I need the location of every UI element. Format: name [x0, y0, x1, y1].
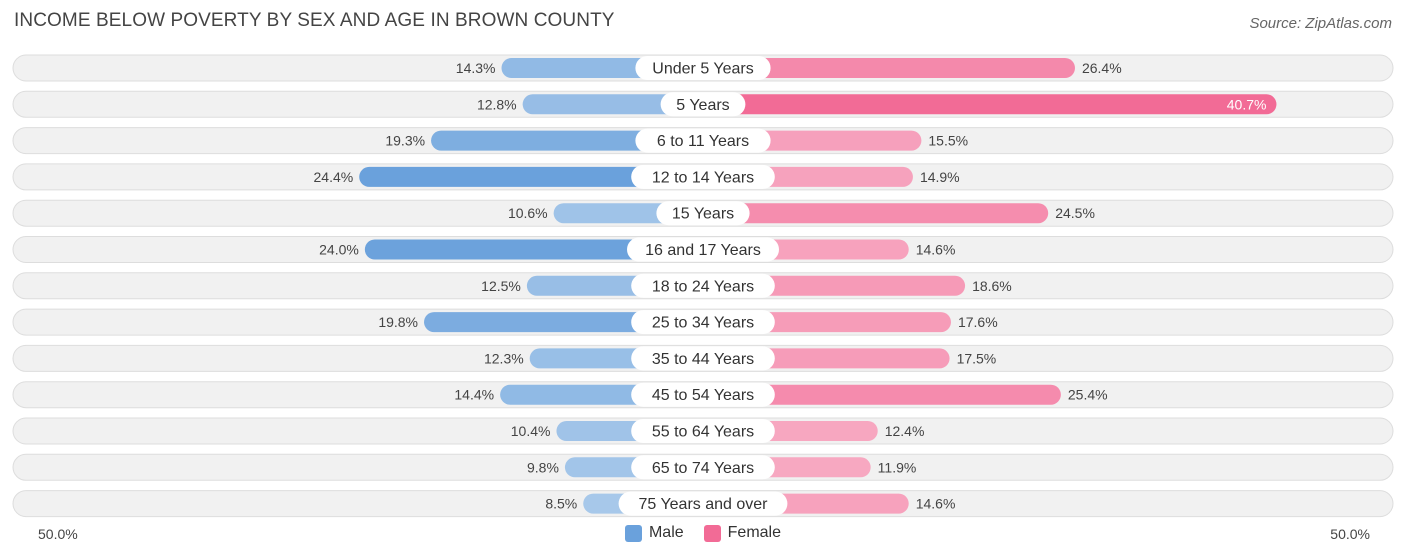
row-45-to-54-years: 14.4% 25.4% 45 to 54 Years — [12, 381, 1394, 409]
male-value-label: 24.0% — [319, 242, 359, 258]
row-75-years-and-over: 8.5% 14.6% 75 Years and over — [12, 490, 1394, 518]
row-55-to-64-years: 10.4% 12.4% 55 to 64 Years — [12, 417, 1394, 445]
category-pill — [631, 164, 775, 189]
category-pill — [631, 273, 775, 298]
axis-right-label: 50.0% — [1330, 526, 1370, 542]
axis-left-label: 50.0% — [38, 526, 78, 542]
female-bar — [703, 384, 1061, 405]
row-12-to-14-years: 24.4% 14.9% 12 to 14 Years — [12, 163, 1394, 191]
chart-source: Source: ZipAtlas.com — [1249, 15, 1392, 32]
legend-item-female[interactable]: Female — [703, 524, 782, 542]
female-bar — [703, 94, 1277, 115]
category-pill — [618, 491, 788, 516]
category-pill — [631, 310, 775, 335]
category-pill — [631, 455, 775, 480]
female-value-label: 14.9% — [920, 169, 960, 185]
male-value-label: 10.6% — [508, 205, 548, 221]
female-bar — [703, 203, 1049, 224]
category-label: 75 Years and over — [639, 496, 769, 513]
category-pill — [635, 56, 771, 80]
legend-label-female: Female — [727, 524, 782, 541]
row-25-to-34-years: 19.8% 17.6% 25 to 34 Years — [12, 308, 1394, 336]
category-pill — [631, 382, 775, 407]
female-bar — [703, 58, 1075, 78]
category-pill — [631, 346, 775, 371]
category-pill — [660, 92, 746, 117]
category-label: 45 to 54 Years — [652, 387, 754, 404]
category-label: 35 to 44 Years — [652, 351, 754, 368]
row-5-years: 12.8% 40.7% 5 Years — [12, 90, 1394, 118]
female-value-label: 15.5% — [928, 133, 968, 149]
male-bar — [364, 239, 703, 260]
row-6-to-11-years: 19.3% 15.5% 6 to 11 Years — [12, 127, 1394, 155]
category-label: 12 to 14 Years — [652, 169, 754, 186]
row-18-to-24-years: 12.5% 18.6% 18 to 24 Years — [12, 272, 1394, 300]
category-pill — [627, 237, 779, 262]
poverty-chart: 14.3% 26.4% Under 5 Years 12.8% 40.7% 5 Years… — [12, 54, 1394, 518]
female-value-label: 17.5% — [957, 350, 997, 366]
male-value-label: 19.8% — [378, 314, 418, 330]
row-under-5-years: 14.3% 26.4% Under 5 Years — [12, 54, 1394, 82]
legend-swatch-female — [703, 524, 721, 542]
male-bar — [359, 166, 703, 187]
female-value-label: 14.6% — [916, 496, 956, 512]
female-value-label: 24.5% — [1055, 205, 1095, 221]
row-65-to-74-years: 9.8% 11.9% 65 to 74 Years — [12, 453, 1394, 481]
male-value-label: 8.5% — [545, 496, 577, 512]
female-value-label: 40.7% — [1227, 96, 1267, 112]
female-value-label: 25.4% — [1068, 387, 1108, 403]
male-bar — [431, 130, 703, 151]
category-pill — [635, 128, 771, 153]
category-label: 65 to 74 Years — [652, 460, 754, 477]
row-15-years: 10.6% 24.5% 15 Years — [12, 199, 1394, 227]
chart-title: INCOME BELOW POVERTY BY SEX AND AGE IN B… — [14, 10, 615, 31]
category-label: 25 to 34 Years — [652, 315, 754, 332]
male-value-label: 12.8% — [477, 96, 517, 112]
category-label: Under 5 Years — [652, 61, 753, 78]
male-value-label: 9.8% — [527, 459, 559, 475]
male-bar — [522, 94, 703, 115]
female-value-label: 17.6% — [958, 314, 998, 330]
male-value-label: 12.5% — [481, 278, 521, 294]
row-35-to-44-years: 12.3% 17.5% 35 to 44 Years — [12, 344, 1394, 372]
female-value-label: 12.4% — [885, 423, 925, 439]
legend-swatch-male — [624, 524, 642, 542]
female-value-label: 18.6% — [972, 278, 1012, 294]
legend: Male Female — [0, 524, 1406, 542]
male-value-label: 14.3% — [456, 60, 496, 76]
category-label: 16 and 17 Years — [645, 242, 761, 259]
female-value-label: 14.6% — [916, 242, 956, 258]
female-value-label: 26.4% — [1082, 60, 1122, 76]
category-label: 5 Years — [676, 97, 729, 114]
legend-label-male: Male — [648, 524, 684, 541]
male-value-label: 10.4% — [511, 423, 551, 439]
male-value-label: 12.3% — [484, 350, 524, 366]
row-16-and-17-years: 24.0% 14.6% 16 and 17 Years — [12, 236, 1394, 263]
category-label: 6 to 11 Years — [657, 133, 749, 150]
category-pill — [631, 419, 775, 443]
male-value-label: 19.3% — [385, 133, 425, 149]
legend-item-male[interactable]: Male — [624, 524, 684, 542]
category-label: 15 Years — [672, 206, 734, 223]
male-value-label: 24.4% — [314, 169, 354, 185]
female-value-label: 11.9% — [878, 459, 917, 475]
category-pill — [656, 201, 750, 226]
male-value-label: 14.4% — [454, 387, 494, 403]
category-label: 18 to 24 Years — [652, 278, 754, 295]
category-label: 55 to 64 Years — [652, 424, 754, 441]
